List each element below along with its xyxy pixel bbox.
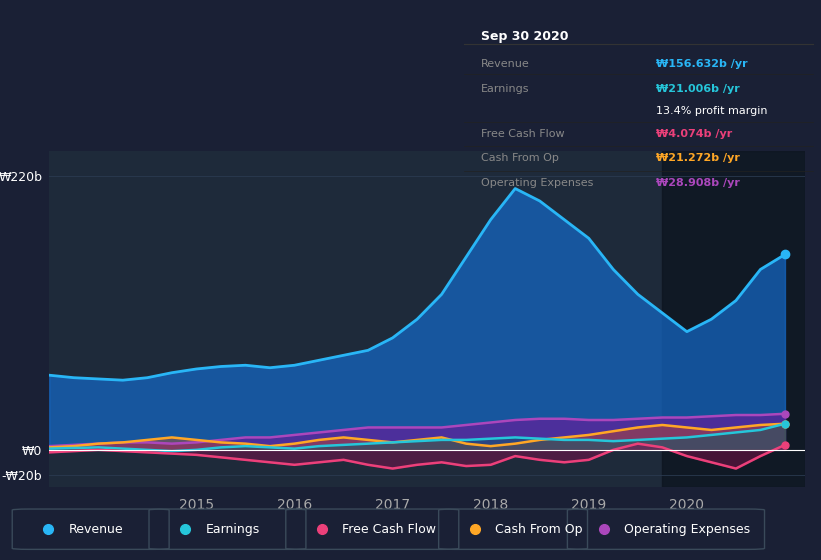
Text: ₩21.272b /yr: ₩21.272b /yr xyxy=(656,153,740,164)
Text: Sep 30 2020: Sep 30 2020 xyxy=(481,30,569,43)
Text: ₩28.908b /yr: ₩28.908b /yr xyxy=(656,178,740,188)
Text: ₩156.632b /yr: ₩156.632b /yr xyxy=(656,59,747,69)
Text: ₩4.074b /yr: ₩4.074b /yr xyxy=(656,129,732,139)
Text: Operating Expenses: Operating Expenses xyxy=(624,522,750,536)
Bar xyxy=(663,151,805,487)
Text: Operating Expenses: Operating Expenses xyxy=(481,178,594,188)
Text: Free Cash Flow: Free Cash Flow xyxy=(481,129,565,139)
Text: Cash From Op: Cash From Op xyxy=(495,522,582,536)
Text: Earnings: Earnings xyxy=(481,84,530,94)
Text: Free Cash Flow: Free Cash Flow xyxy=(342,522,436,536)
Text: Cash From Op: Cash From Op xyxy=(481,153,559,164)
Text: Earnings: Earnings xyxy=(205,522,259,536)
Text: ₩21.006b /yr: ₩21.006b /yr xyxy=(656,84,740,94)
Text: 13.4% profit margin: 13.4% profit margin xyxy=(656,106,768,115)
Text: Revenue: Revenue xyxy=(481,59,530,69)
Text: Revenue: Revenue xyxy=(69,522,123,536)
